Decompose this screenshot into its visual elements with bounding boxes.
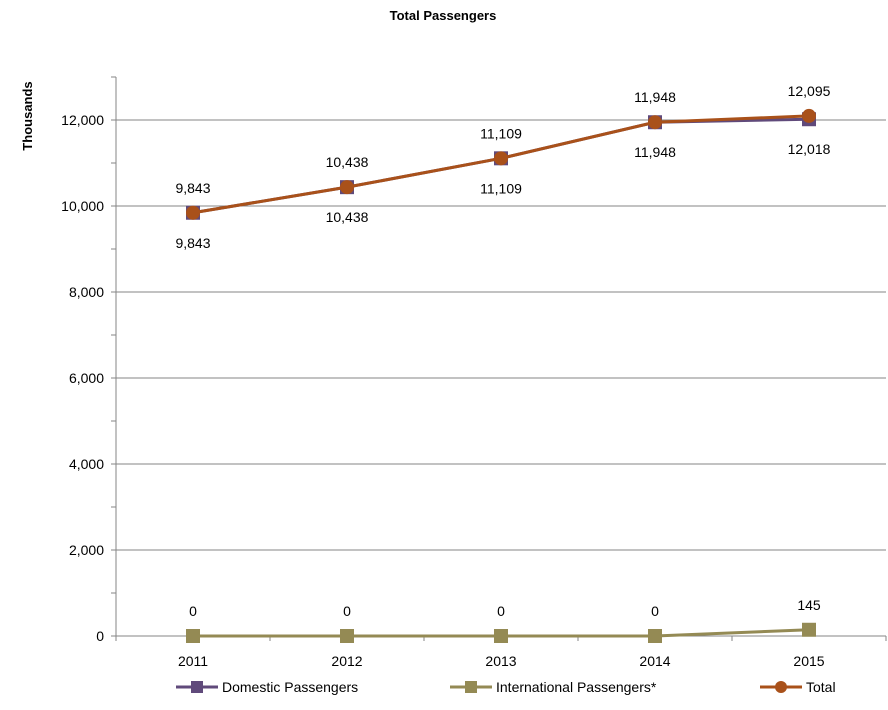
data-label: 11,109 — [480, 180, 522, 196]
y-tick-label: 0 — [96, 628, 104, 644]
data-label: 0 — [343, 603, 351, 619]
data-label: 10,438 — [326, 209, 369, 225]
data-point — [649, 630, 662, 643]
y-tick-label: 2,000 — [69, 542, 104, 558]
data-label: 10,438 — [326, 154, 369, 170]
data-label: 0 — [651, 603, 659, 619]
data-point — [495, 630, 508, 643]
data-label: 11,109 — [480, 125, 522, 141]
data-label: 9,843 — [175, 235, 210, 251]
data-point — [341, 181, 354, 194]
legend-label: Domestic Passengers — [222, 679, 358, 695]
y-tick-label: 8,000 — [69, 284, 104, 300]
legend-label: International Passengers* — [496, 679, 657, 695]
x-tick-label: 2015 — [793, 653, 824, 669]
data-label: 11,948 — [634, 144, 676, 160]
x-tick-label: 2012 — [331, 653, 362, 669]
y-tick-label: 12,000 — [61, 112, 104, 128]
y-tick-label: 10,000 — [61, 198, 104, 214]
legend-swatch-marker — [191, 681, 203, 693]
data-point — [649, 116, 662, 129]
data-label: 9,843 — [175, 180, 210, 196]
legend: Domestic Passengers International Passeng… — [176, 679, 836, 695]
data-point — [803, 623, 816, 636]
y-tick-label: 6,000 — [69, 370, 104, 386]
data-label: 12,018 — [788, 141, 831, 157]
axes: 0 2,000 4,000 6,000 8,000 10,000 12,000 2011 201… — [61, 77, 886, 669]
x-tick-label: 2013 — [485, 653, 516, 669]
chart-title: Total Passengers — [390, 8, 497, 23]
data-label: 145 — [797, 597, 821, 613]
data-label: 12,095 — [788, 83, 831, 99]
legend-swatch-marker — [465, 681, 477, 693]
y-axis-label: Thousands — [20, 81, 35, 150]
data-point — [341, 630, 354, 643]
data-label: 0 — [497, 603, 505, 619]
data-label: 11,948 — [634, 89, 676, 105]
y-tick-label: 4,000 — [69, 456, 104, 472]
data-point — [187, 630, 200, 643]
legend-label: Total — [806, 679, 836, 695]
data-label: 0 — [189, 603, 197, 619]
x-tick-label: 2014 — [639, 653, 670, 669]
data-point — [803, 109, 816, 122]
x-tick-label: 2011 — [178, 653, 208, 669]
data-point — [187, 206, 200, 219]
data-point — [495, 152, 508, 165]
legend-swatch-marker — [775, 681, 787, 693]
